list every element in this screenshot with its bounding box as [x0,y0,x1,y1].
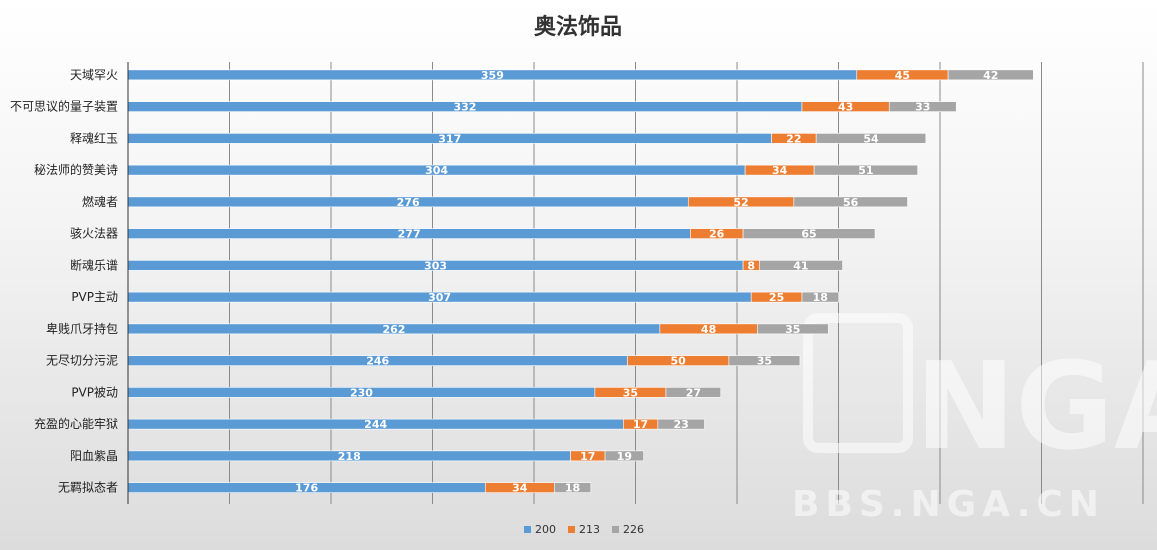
bar-value-label: 41 [793,259,808,272]
bar-value-label: 18 [813,291,828,304]
bar-value-label: 65 [801,228,816,241]
bar-value-label: 17 [633,418,648,431]
bar-value-label: 8 [747,259,755,272]
bar-value-label: 51 [858,164,873,177]
bar-value-label: 277 [398,228,421,241]
legend-swatch-213 [568,526,575,533]
bars: 359 45 42 332 43 33 317 22 54 304 34 51 276 52 56 277 26… [127,69,1034,495]
bar-value-label: 27 [686,386,701,399]
bar-value-label: 52 [733,196,748,209]
legend: 200 213 226 [524,523,644,536]
bar-segment-226 [553,482,592,493]
bar-value-label: 45 [895,69,910,82]
bar-segment-226 [815,133,927,144]
bar-segment-226 [728,355,801,366]
bar-value-label: 43 [838,101,853,114]
bar-segment-226 [947,69,1034,81]
bar-segment-226 [813,164,918,176]
bar-segment-226 [759,260,843,271]
bar-value-label: 35 [785,323,800,336]
category-label: 燃魂者 [82,194,118,209]
nga-watermark: NGA BBS.NGA.CN [792,313,1157,525]
nga-logo-badge [803,313,913,453]
bar-value-label: 17 [580,450,595,463]
bar-value-label: 48 [701,323,716,336]
bar-value-label: 262 [382,323,405,336]
bar-value-label: 22 [786,132,801,145]
bar-segment-226 [793,196,908,208]
category-label: 不可思议的量子装置 [10,99,118,114]
bar-value-label: 42 [983,69,998,82]
category-label: 卑贱爪牙持包 [46,321,118,336]
category-label: PVP主动 [71,290,118,304]
bar-value-label: 50 [670,355,686,368]
legend-label: 226 [623,523,644,536]
category-label: 无尽切分污泥 [46,354,118,368]
bar-segment-226 [604,450,644,462]
category-label: 充盈的心能牢狱 [34,416,118,431]
bar-value-label: 246 [366,355,389,368]
bar-value-label: 35 [757,355,772,368]
bar-value-label: 26 [709,228,725,241]
bar-value-label: 25 [769,291,784,304]
category-label: PVP被动 [71,385,118,399]
bar-value-label: 304 [425,164,448,177]
legend-swatch-226 [612,526,619,533]
bar-value-label: 34 [512,482,528,495]
bar-value-label: 303 [424,259,447,272]
bar-segment-226 [801,291,839,303]
chart-title: 奥法饰品 [534,14,622,40]
nga-logo-text: NGA [915,338,1157,477]
bar-value-label: 332 [453,101,476,114]
bar-segment-226 [742,228,876,239]
legend-label: 213 [579,523,600,536]
bar-value-label: 56 [843,196,859,209]
bar-value-label: 23 [674,418,689,431]
bar-value-label: 54 [863,132,879,145]
category-label: 骇火法器 [70,226,118,241]
bar-value-label: 19 [617,450,632,463]
bar-value-label: 34 [772,164,788,177]
category-label: 断魂乐谱 [70,257,118,272]
category-label: 释魂红玉 [70,130,118,145]
bar-value-label: 176 [295,482,318,495]
bar-segment-226 [756,323,829,335]
bar-value-label: 317 [438,132,461,145]
bar-value-label: 18 [565,482,580,495]
legend-label: 200 [535,523,556,536]
bar-value-label: 218 [338,450,361,463]
bar-segment-226 [665,387,722,398]
bar-value-label: 307 [428,291,451,304]
bar-value-label: 359 [481,69,504,82]
category-label: 天域罕火 [70,68,118,82]
bar-value-label: 276 [397,196,420,209]
bar-value-label: 33 [915,101,930,114]
bar-value-label: 244 [364,418,387,431]
category-label: 无羁拟态者 [58,481,118,495]
nga-site-text: BBS.NGA.CN [792,484,1105,525]
category-label: 秘法师的赞美诗 [34,162,118,177]
category-label: 阳血紫晶 [70,449,118,463]
bar-value-label: 230 [350,386,373,399]
bar-value-label: 35 [623,386,638,399]
legend-swatch-200 [524,526,531,533]
bar-segment-226 [888,101,957,112]
bar-segment-226 [657,418,705,430]
